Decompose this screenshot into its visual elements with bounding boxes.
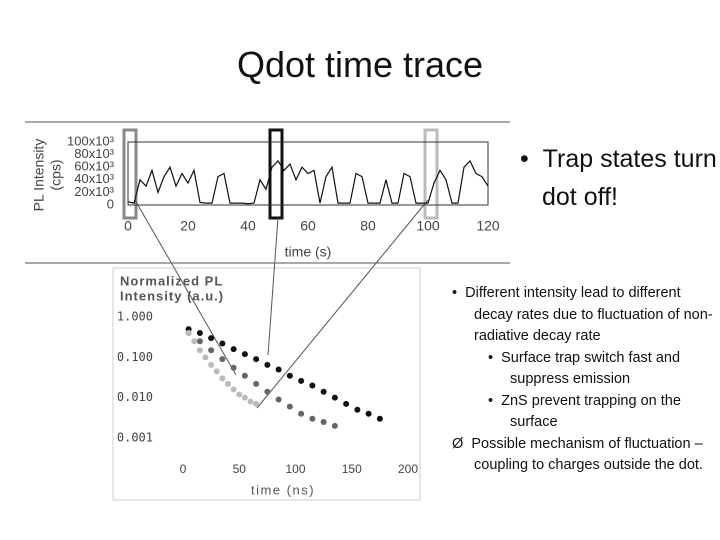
data-point [376, 415, 383, 422]
bullet-text: Trap states turn dot off! [542, 145, 717, 211]
y-tick-label: 1.000 [117, 310, 153, 324]
x-axis-label: time (s) [285, 244, 332, 260]
x-tick-label: 150 [342, 462, 362, 476]
data-point [230, 386, 237, 393]
data-point [213, 368, 220, 375]
sub-bullet: • ZnS prevent trapping on the surface [488, 392, 681, 431]
frame [112, 267, 421, 501]
data-point [241, 372, 248, 379]
data-point [196, 330, 203, 337]
x-tick-label: 40 [240, 218, 256, 234]
data-point [219, 340, 226, 347]
y-tick-label: 20x10³ [74, 184, 114, 199]
y-tick-label: 60x10³ [74, 159, 114, 174]
y-axis-label: Intensity (a.u.) [120, 288, 224, 303]
y-tick-label: 80x10³ [74, 146, 114, 161]
data-point [309, 382, 316, 389]
y-tick-label: 40x10³ [74, 171, 114, 186]
x-tick-label: 80 [360, 218, 376, 234]
x-tick-label: 0 [124, 218, 132, 234]
x-tick-label: 120 [476, 218, 500, 234]
data-point [208, 347, 215, 354]
arrow [256, 199, 429, 409]
data-point [202, 354, 209, 361]
data-point [253, 356, 260, 363]
data-point [354, 406, 361, 413]
data-point [230, 364, 237, 371]
data-point [208, 335, 215, 342]
bullet-text: Possible mechanism of fluctuation – coup… [471, 435, 703, 474]
arrow [134, 199, 237, 376]
data-point [253, 380, 260, 387]
data-point [286, 403, 293, 410]
slide-title: Qdot time trace [236, 44, 484, 85]
x-tick-label: 50 [233, 462, 247, 476]
data-point [343, 400, 350, 407]
highlight [423, 128, 439, 220]
data-point [236, 391, 243, 398]
x-tick-label: 0 [180, 462, 187, 476]
y-tick-label: 0.010 [117, 390, 153, 404]
y-axis-label: (cps) [48, 159, 64, 190]
bullet-list: • Different intensity lead to different … [452, 283, 714, 477]
data-point [196, 347, 203, 354]
data-point [298, 377, 305, 384]
sub-bullet: • Surface trap switch fast and suppress … [488, 349, 681, 388]
data-point [247, 398, 254, 405]
arrow [267, 217, 279, 356]
highlight [122, 128, 138, 220]
data-point [331, 394, 338, 401]
data-point [208, 361, 215, 368]
plot-frame [127, 141, 489, 206]
y-tick-label: 0.001 [117, 431, 153, 445]
data-point [264, 361, 271, 368]
data-point [275, 366, 282, 373]
x-tick-label: 200 [398, 462, 418, 476]
x-tick-label: 100 [416, 218, 440, 234]
data-point [191, 338, 198, 345]
y-tick-label: 100x10³ [67, 133, 115, 148]
data-point [196, 338, 203, 345]
data-point [365, 410, 372, 417]
x-tick-label: 60 [300, 218, 316, 234]
data-point [320, 418, 327, 425]
data-point [219, 375, 226, 382]
x-tick-label: 20 [180, 218, 196, 234]
x-axis-label: time (ns) [251, 482, 315, 497]
data-point [230, 346, 237, 353]
y-axis-label: Normalized PL [120, 273, 223, 288]
y-tick-label: 0.100 [117, 350, 153, 364]
data-point [331, 422, 338, 429]
bullet: Ø Possible mechanism of fluctuation – co… [452, 435, 703, 474]
data-point [320, 388, 327, 395]
x-tick-label: 100 [285, 462, 305, 476]
data-point [286, 372, 293, 379]
trace-line [127, 159, 489, 205]
y-axis-label: PL Intensity [31, 139, 47, 212]
y-tick-label: 0 [107, 196, 114, 211]
side-bullet: • Trap states turn dot off! [520, 145, 717, 211]
data-point [253, 400, 260, 407]
bullet: • Different intensity lead to different … [452, 285, 713, 344]
data-point [219, 356, 226, 363]
data-point [225, 380, 231, 387]
data-point [298, 410, 305, 417]
data-point [241, 394, 248, 401]
bullet-text: ZnS prevent trapping on the surface [501, 392, 681, 431]
bullet-text: Surface trap switch fast and suppress em… [501, 349, 681, 388]
data-point [185, 330, 192, 337]
data-point [264, 388, 271, 395]
data-point [275, 396, 282, 403]
data-point [309, 415, 316, 422]
bullet-text: Different intensity lead to different de… [465, 285, 713, 344]
data-point [241, 351, 248, 358]
